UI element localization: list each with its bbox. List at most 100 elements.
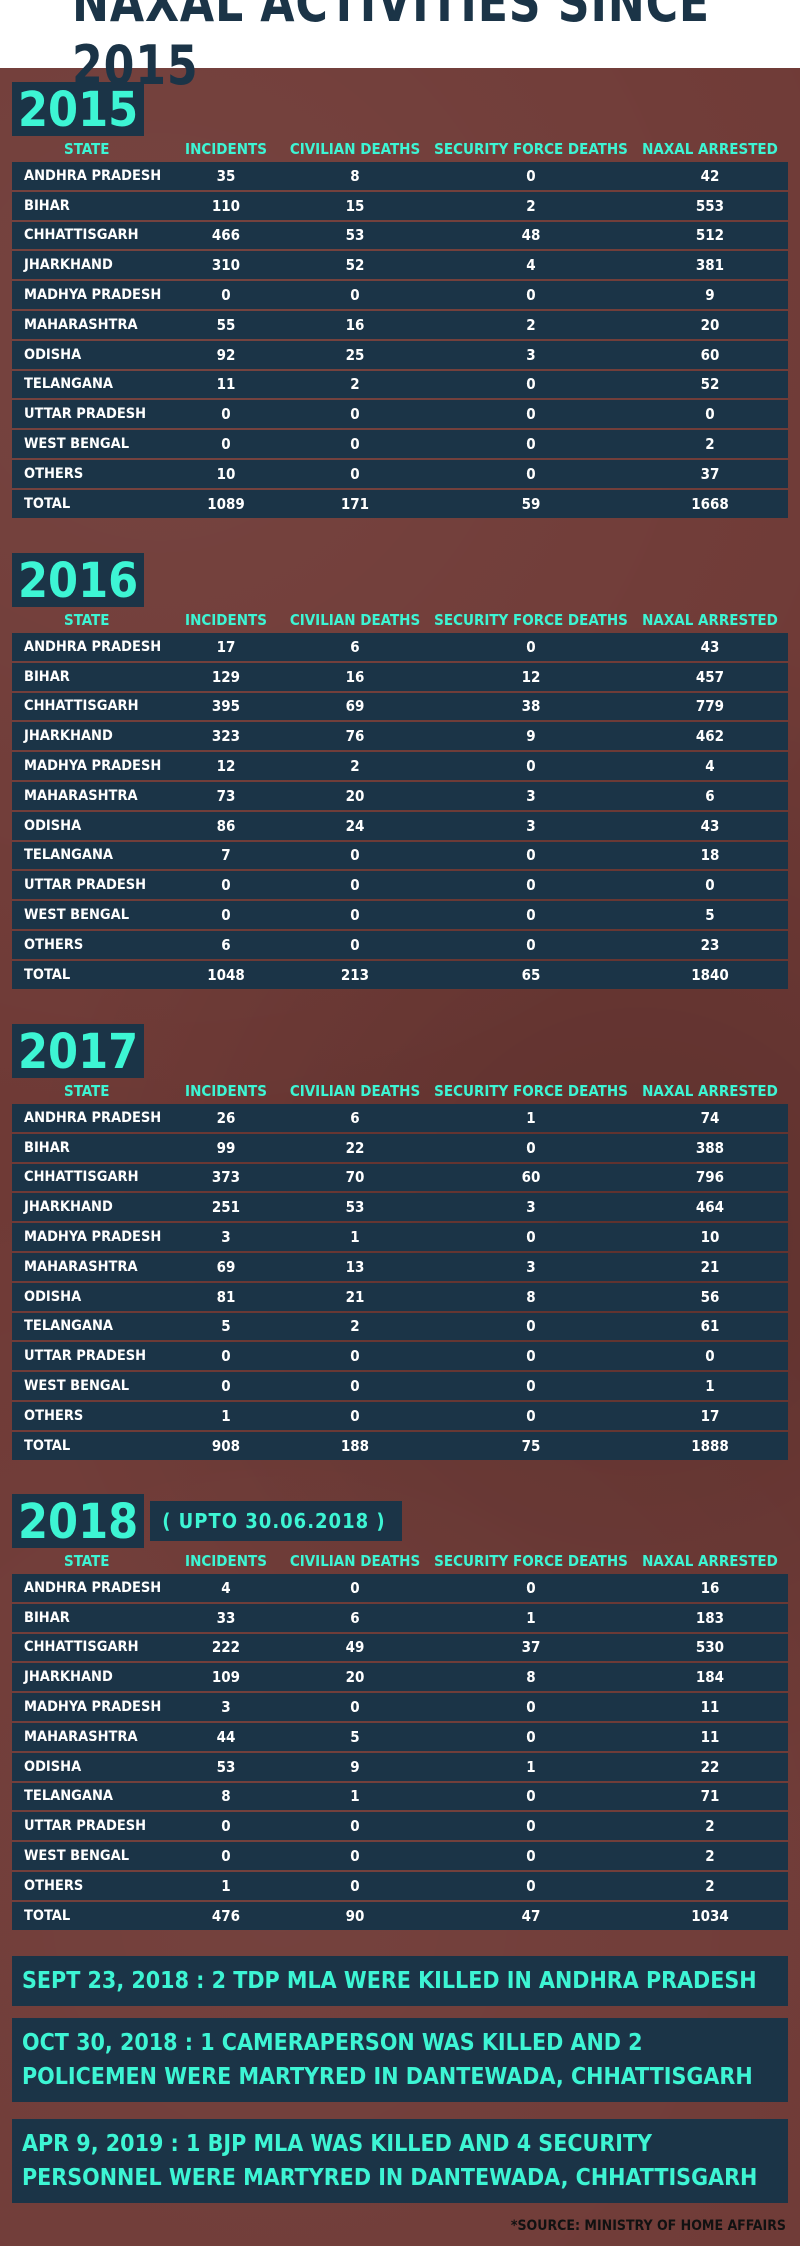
page-title: NAXAL ACTIVITIES SINCE 2015 bbox=[72, 0, 711, 97]
cell-arrested: 20 bbox=[700, 315, 720, 334]
cell-incidents: 110 bbox=[211, 196, 241, 215]
cell-arrested: 16 bbox=[700, 1578, 720, 1597]
cell-arrested: 1668 bbox=[691, 494, 729, 513]
table-row: ODISHA 86 24 3 43 bbox=[12, 811, 788, 840]
cell-incidents: 44 bbox=[216, 1727, 236, 1746]
cell-state: ODISHA bbox=[24, 1288, 82, 1305]
cell-security: 0 bbox=[526, 1727, 536, 1746]
cell-arrested: 553 bbox=[695, 196, 725, 215]
cell-state: BIHAR bbox=[24, 1609, 70, 1626]
cell-civilian: 0 bbox=[350, 876, 360, 895]
table-row: ANDHRA PRADESH 26 6 1 74 bbox=[12, 1104, 788, 1132]
cell-security: 0 bbox=[526, 166, 536, 185]
column-header-arrested: NAXAL ARRESTED bbox=[642, 140, 778, 158]
cell-civilian: 2 bbox=[350, 757, 360, 776]
cell-state: TELANGANA bbox=[24, 1318, 113, 1335]
column-headers: STATE INCIDENTS CIVILIAN DEATHS SECURITY FO… bbox=[12, 607, 788, 633]
cell-incidents: 81 bbox=[216, 1287, 236, 1306]
table-row: JHARKHAND 109 20 8 184 bbox=[12, 1663, 788, 1692]
cell-state: JHARKHAND bbox=[24, 728, 113, 745]
cell-civilian: 0 bbox=[350, 1347, 360, 1366]
cell-security: 0 bbox=[526, 846, 536, 865]
cell-civilian: 6 bbox=[350, 1108, 360, 1127]
cell-civilian: 171 bbox=[340, 494, 370, 513]
column-header-incidents: INCIDENTS bbox=[185, 140, 267, 158]
year-section-1: 2016 STATE INCIDENTS CIVILIAN DEATHS SECURIT… bbox=[12, 553, 788, 989]
cell-state: ANDHRA PRADESH bbox=[24, 167, 162, 184]
cell-civilian: 24 bbox=[345, 816, 365, 835]
column-header-civilian: CIVILIAN DEATHS bbox=[289, 1082, 421, 1100]
table-row: UTTAR PRADESH 0 0 0 0 bbox=[12, 1342, 788, 1371]
cell-arrested: 530 bbox=[695, 1638, 725, 1657]
cell-state: MADHYA PRADESH bbox=[24, 1699, 162, 1716]
cell-arrested: 43 bbox=[700, 816, 720, 835]
cell-civilian: 16 bbox=[345, 315, 365, 334]
event-note-3: APR 9, 2019 : 1 BJP MLA WAS KILLED AND 4… bbox=[12, 2119, 788, 2203]
cell-state: WEST BENGAL bbox=[24, 1378, 130, 1395]
cell-arrested: 56 bbox=[700, 1287, 720, 1306]
cell-arrested: 42 bbox=[700, 166, 720, 185]
data-table: ANDHRA PRADESH 17 6 0 43 BIHAR 129 16 12 457 CHHAT… bbox=[12, 633, 788, 989]
cell-security: 3 bbox=[526, 1257, 536, 1276]
data-table: ANDHRA PRADESH 35 8 0 42 BIHAR 110 15 2 553 CHHATT… bbox=[12, 162, 788, 518]
cell-incidents: 908 bbox=[211, 1436, 241, 1455]
cell-civilian: 6 bbox=[350, 637, 360, 656]
cell-incidents: 53 bbox=[216, 1757, 236, 1776]
table-row: OTHERS 1 0 0 2 bbox=[12, 1871, 788, 1900]
cell-civilian: 49 bbox=[345, 1638, 365, 1657]
table-row: UTTAR PRADESH 0 0 0 0 bbox=[12, 400, 788, 429]
table-row: ANDHRA PRADESH 17 6 0 43 bbox=[12, 633, 788, 661]
table-row: ODISHA 81 21 8 56 bbox=[12, 1282, 788, 1311]
cell-security: 3 bbox=[526, 816, 536, 835]
cell-state: MADHYA PRADESH bbox=[24, 287, 162, 304]
cell-civilian: 16 bbox=[345, 667, 365, 686]
cell-civilian: 8 bbox=[350, 166, 360, 185]
cell-arrested: 22 bbox=[700, 1757, 720, 1776]
cell-state: TELANGANA bbox=[24, 847, 113, 864]
column-header-state: STATE bbox=[64, 1552, 110, 1570]
table-row: BIHAR 99 22 0 388 bbox=[12, 1133, 788, 1162]
cell-state: CHHATTISGARH bbox=[24, 698, 139, 715]
cell-civilian: 0 bbox=[350, 935, 360, 954]
table-row: UTTAR PRADESH 0 0 0 0 bbox=[12, 871, 788, 900]
cell-civilian: 0 bbox=[350, 286, 360, 305]
cell-arrested: 462 bbox=[695, 727, 725, 746]
column-header-incidents: INCIDENTS bbox=[185, 1082, 267, 1100]
table-row: TELANGANA 8 1 0 71 bbox=[12, 1782, 788, 1811]
cell-security: 47 bbox=[521, 1906, 541, 1925]
cell-security: 3 bbox=[526, 786, 536, 805]
cell-civilian: 22 bbox=[345, 1138, 365, 1157]
column-header-civilian: CIVILIAN DEATHS bbox=[289, 611, 421, 629]
cell-incidents: 4 bbox=[221, 1578, 231, 1597]
total-row: TOTAL 908 188 75 1888 bbox=[12, 1431, 788, 1460]
cell-security: 12 bbox=[521, 667, 541, 686]
cell-incidents: 12 bbox=[216, 757, 236, 776]
cell-security: 1 bbox=[526, 1608, 536, 1627]
table-row: CHHATTISGARH 222 49 37 530 bbox=[12, 1633, 788, 1662]
table-row: OTHERS 1 0 0 17 bbox=[12, 1401, 788, 1430]
table-row: MADHYA PRADESH 12 2 0 4 bbox=[12, 752, 788, 780]
column-header-arrested: NAXAL ARRESTED bbox=[642, 611, 778, 629]
table-row: MAHARASHTRA 44 5 0 11 bbox=[12, 1722, 788, 1751]
table-row: WEST BENGAL 0 0 0 1 bbox=[12, 1372, 788, 1400]
cell-civilian: 188 bbox=[340, 1436, 370, 1455]
cell-incidents: 69 bbox=[216, 1257, 236, 1276]
cell-incidents: 0 bbox=[221, 286, 231, 305]
column-header-security: SECURITY FORCE DEATHS bbox=[434, 140, 628, 158]
cell-civilian: 0 bbox=[350, 1817, 360, 1836]
year-badge: 2016 bbox=[12, 553, 145, 609]
year-section-0: 2015 STATE INCIDENTS CIVILIAN DEATHS SECURIT… bbox=[12, 82, 788, 518]
table-row: WEST BENGAL 0 0 0 2 bbox=[12, 430, 788, 458]
total-row: TOTAL 1048 213 65 1840 bbox=[12, 960, 788, 989]
cell-arrested: 18 bbox=[700, 846, 720, 865]
cell-civilian: 20 bbox=[345, 1668, 365, 1687]
cell-security: 0 bbox=[526, 405, 536, 424]
cell-incidents: 466 bbox=[211, 226, 241, 245]
cell-arrested: 796 bbox=[695, 1168, 725, 1187]
cell-incidents: 373 bbox=[211, 1168, 241, 1187]
table-row: MAHARASHTRA 55 16 2 20 bbox=[12, 310, 788, 339]
cell-civilian: 0 bbox=[350, 435, 360, 454]
cell-incidents: 323 bbox=[211, 727, 241, 746]
cell-civilian: 0 bbox=[350, 1377, 360, 1396]
cell-state: ANDHRA PRADESH bbox=[24, 1579, 162, 1596]
